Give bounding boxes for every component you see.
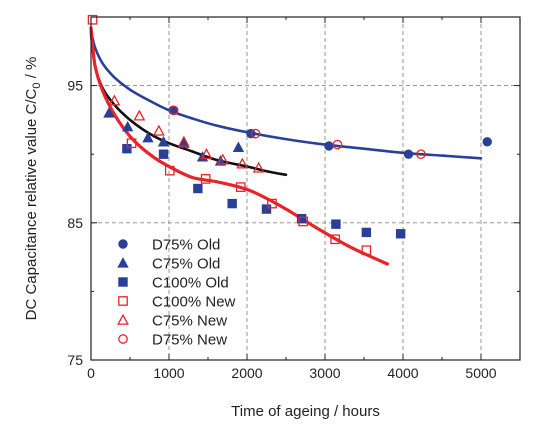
legend-label-c100-old: C100% Old	[152, 275, 229, 292]
y-axis-label: DC Capacitance relative value C/C0 / %	[23, 57, 43, 321]
data-point-c100-new	[87, 14, 98, 25]
x-tick-label: 2000	[231, 365, 262, 381]
fit-lines	[89, 26, 483, 266]
legend-label-c75-old: C75% Old	[152, 256, 220, 273]
legend-label-d75-new: D75% New	[152, 332, 227, 349]
plot-frame	[90, 16, 521, 361]
data-point-c75-new	[108, 94, 121, 106]
legend-marker-c100-new	[118, 296, 128, 306]
y-tick-label: 85	[67, 215, 83, 231]
x-axis-label: Time of ageing / hours	[231, 403, 380, 420]
data-point-d75-new	[416, 149, 426, 160]
data-point-c100-new	[126, 138, 137, 149]
y-tick-label: 75	[67, 352, 83, 368]
fit-line	[89, 32, 288, 177]
y-axis-label-main: DC Capacitance relative value C/C	[23, 88, 40, 320]
data-point-c100-old	[193, 183, 203, 194]
data-point-d75-old	[403, 149, 414, 159]
y-axis-label-tail: / %	[23, 57, 40, 83]
data-point-c100-old	[395, 229, 406, 239]
fit-line	[89, 29, 483, 160]
data-point-c75-old	[121, 120, 134, 132]
data-point-d75-new	[250, 128, 261, 139]
x-tick-label: 1000	[153, 365, 184, 381]
legend-marker-c75-old	[117, 257, 129, 268]
legend-marker-d75-new	[118, 334, 128, 344]
data-point-c100-old	[296, 213, 307, 224]
x-tick-label: 4000	[387, 365, 418, 381]
x-tick-label: 0	[87, 365, 95, 381]
data-point-c100-old	[158, 149, 169, 159]
data-point-c75-new	[177, 135, 190, 147]
y-axis-label-subscript: 0	[31, 82, 43, 88]
data-point-c100-old	[361, 227, 372, 238]
data-point-c75-new	[133, 109, 146, 121]
x-tick-label: 5000	[465, 365, 496, 381]
data-point-d75-old	[482, 137, 492, 147]
data-point-c100-new	[200, 174, 211, 184]
data-point-c100-new	[164, 165, 175, 176]
data-point-d75-old	[324, 141, 334, 151]
data-point-c75-new	[216, 153, 229, 165]
legend-label-c100-new: C100% New	[152, 294, 236, 311]
data-point-c100-old	[331, 219, 341, 229]
legend-marker-d75-old	[118, 239, 128, 249]
data-point-c100-old	[261, 204, 272, 214]
data-point-d75-new	[332, 139, 343, 150]
legend-marker-c75-new	[117, 313, 129, 325]
data-markers	[87, 14, 492, 256]
legend-marker-c100-old	[118, 277, 128, 287]
data-point-d75-new	[168, 105, 179, 116]
legend-label-d75-old: D75% Old	[152, 237, 220, 254]
y-tick-label: 95	[67, 78, 83, 94]
data-point-c75-new	[236, 157, 249, 169]
legend-label-c75-new: C75% New	[152, 313, 227, 330]
axis-ticks: 0 1000 2000 3000 4000 5000 75 85 95	[67, 17, 520, 381]
data-point-c75-old	[178, 137, 190, 148]
data-point-c75-new	[252, 161, 265, 173]
data-point-c100-new	[267, 198, 277, 209]
data-point-c75-new	[152, 124, 165, 136]
data-point-c75-old	[103, 107, 115, 118]
data-point-c100-new	[361, 245, 372, 256]
data-point-c100-new	[298, 216, 309, 227]
data-point-c75-old	[232, 141, 245, 152]
data-point-c100-old	[227, 198, 237, 209]
x-tick-label: 3000	[309, 365, 340, 381]
legend: D75% Old C75% Old C100% Old C100% New C75% N…	[117, 237, 236, 349]
data-point-c100-new	[235, 182, 246, 192]
data-point-c75-new	[200, 148, 213, 159]
data-point-c75-old	[142, 131, 154, 143]
data-point-c100-new	[330, 234, 340, 245]
data-point-c75-old	[157, 135, 170, 147]
fit-line	[89, 26, 389, 266]
